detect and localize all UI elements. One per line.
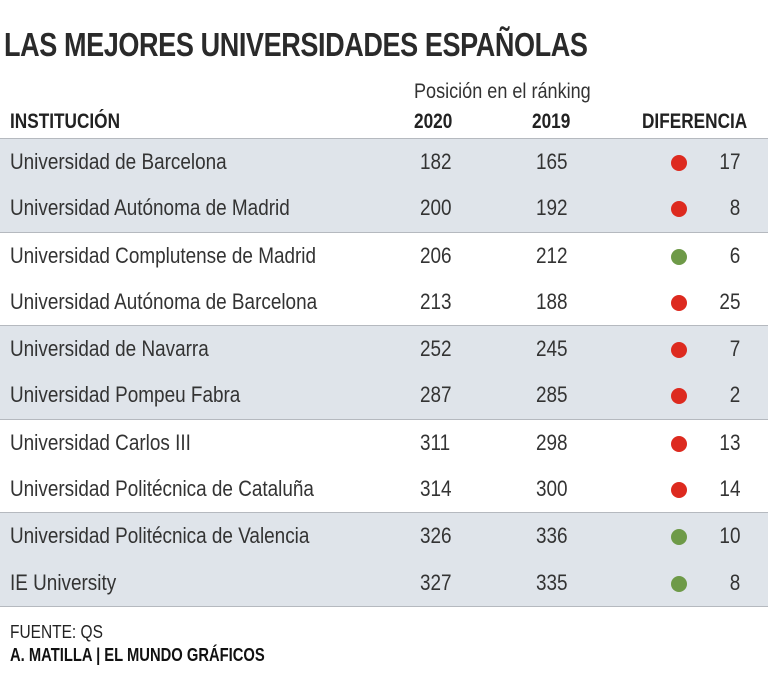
rank-2019-cell: 300: [536, 476, 568, 502]
difference-cell: 10: [718, 523, 740, 549]
institution-cell: Universidad Carlos III: [10, 429, 191, 455]
red-dot-icon: [671, 201, 687, 218]
table-row: Universidad Politécnica de Cataluña 314 30…: [0, 466, 768, 512]
table-row: Universidad Pompeu Fabra 287 285 2: [0, 372, 768, 418]
difference-cell: 7: [729, 336, 740, 362]
column-header-difference: DIFERENCIA: [642, 110, 748, 133]
institution-cell: Universidad Politécnica de Valencia: [10, 523, 310, 549]
rank-2020-cell: 213: [420, 288, 452, 314]
rank-2020-cell: 252: [420, 336, 452, 362]
rank-2019-cell: 285: [536, 382, 568, 408]
rank-2019-cell: 298: [536, 429, 568, 455]
source-note: FUENTE: QS: [10, 622, 103, 642]
difference-cell: 13: [718, 429, 740, 455]
green-dot-icon: [671, 248, 687, 265]
green-dot-icon: [671, 575, 687, 592]
ranking-subheading: Posición en el ránking: [414, 80, 591, 103]
row-group: Universidad Carlos III 311 298 13 Universida…: [0, 418, 768, 513]
institution-cell: Universidad Complutense de Madrid: [10, 242, 317, 268]
difference-cell: 6: [729, 242, 740, 268]
rank-2019-cell: 165: [536, 149, 568, 174]
table-row: Universidad Carlos III 311 298 13: [0, 420, 768, 466]
rank-2020-cell: 287: [420, 382, 452, 408]
credit-line: A. MATILLA | EL MUNDO GRÁFICOS: [10, 645, 265, 665]
column-header-2019: 2019: [532, 110, 571, 133]
red-dot-icon: [671, 388, 687, 405]
red-dot-icon: [671, 155, 687, 171]
institution-cell: Universidad Pompeu Fabra: [10, 382, 241, 408]
difference-cell: 2: [729, 382, 740, 408]
table-row: Universidad Politécnica de Valencia 326 33…: [0, 513, 768, 559]
rank-2020-cell: 326: [420, 523, 452, 549]
difference-cell: 25: [718, 288, 740, 314]
table-row: Universidad Complutense de Madrid 206 212 6: [0, 233, 768, 279]
rank-2019-cell: 335: [536, 569, 568, 595]
table-row: Universidad de Barcelona 182 165 17: [0, 139, 768, 185]
rank-2020-cell: 311: [420, 429, 451, 455]
institution-cell: Universidad Politécnica de Cataluña: [10, 476, 314, 502]
rank-2020-cell: 327: [420, 569, 452, 595]
ranking-table: Universidad de Barcelona 182 165 17 Universi…: [0, 138, 768, 607]
row-group: Universidad Politécnica de Valencia 326 33…: [0, 512, 768, 607]
red-dot-icon: [671, 482, 687, 499]
rank-2019-cell: 336: [536, 523, 568, 549]
rank-2019-cell: 245: [536, 336, 568, 362]
column-header-2020: 2020: [414, 110, 453, 133]
institution-cell: Universidad Autónoma de Madrid: [10, 195, 290, 221]
red-dot-icon: [671, 435, 687, 452]
green-dot-icon: [671, 529, 687, 546]
row-group: Universidad de Barcelona 182 165 17 Universi…: [0, 138, 768, 232]
red-dot-icon: [671, 294, 687, 311]
rank-2019-cell: 192: [536, 195, 568, 221]
column-header-institution: INSTITUCIÓN: [10, 110, 121, 133]
chart-title: LAS MEJORES UNIVERSIDADES ESPAÑOLAS: [4, 26, 588, 63]
institution-cell: Universidad Autónoma de Barcelona: [10, 288, 318, 314]
table-row: Universidad Autónoma de Barcelona 213 188 2…: [0, 279, 768, 325]
rank-2019-cell: 212: [536, 242, 568, 268]
difference-cell: 17: [718, 149, 740, 174]
difference-cell: 8: [729, 569, 740, 595]
row-group: Universidad de Navarra 252 245 7 Universidad…: [0, 325, 768, 419]
rank-2020-cell: 200: [420, 195, 452, 221]
table-row: Universidad Autónoma de Madrid 200 192 8: [0, 185, 768, 231]
institution-cell: IE University: [10, 569, 117, 595]
institution-cell: Universidad de Barcelona: [10, 149, 227, 174]
institution-cell: Universidad de Navarra: [10, 336, 209, 362]
difference-cell: 14: [718, 476, 740, 502]
rank-2020-cell: 314: [420, 476, 452, 502]
red-dot-icon: [671, 342, 687, 359]
rank-2020-cell: 206: [420, 242, 452, 268]
table-row: IE University 327 335 8: [0, 560, 768, 606]
rank-2019-cell: 188: [536, 288, 568, 314]
row-group: Universidad Complutense de Madrid 206 212 6…: [0, 231, 768, 326]
table-row: Universidad de Navarra 252 245 7: [0, 326, 768, 372]
difference-cell: 8: [729, 195, 740, 221]
rank-2020-cell: 182: [420, 149, 452, 174]
